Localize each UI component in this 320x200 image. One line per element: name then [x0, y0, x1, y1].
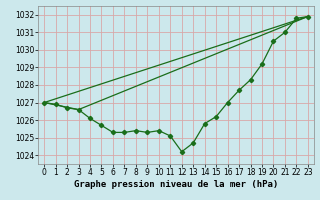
X-axis label: Graphe pression niveau de la mer (hPa): Graphe pression niveau de la mer (hPa) [74, 180, 278, 189]
